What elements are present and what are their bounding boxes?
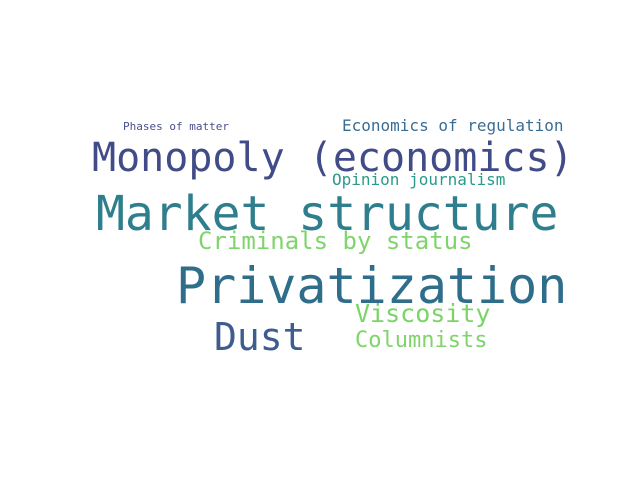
word-monopoly-economics: Monopoly (economics): [92, 135, 574, 181]
word-criminals-by-status: Criminals by status: [198, 227, 473, 255]
word-dust: Dust: [214, 315, 306, 359]
word-phases-of-matter: Phases of matter: [123, 120, 229, 133]
word-economics-of-regulation: Economics of regulation: [342, 116, 564, 135]
word-opinion-journalism: Opinion journalism: [332, 170, 506, 189]
word-columnists: Columnists: [355, 328, 488, 353]
word-privatization: Privatization: [176, 257, 568, 315]
word-viscosity: Viscosity: [355, 299, 491, 328]
word-market-structure: Market structure: [96, 186, 559, 242]
